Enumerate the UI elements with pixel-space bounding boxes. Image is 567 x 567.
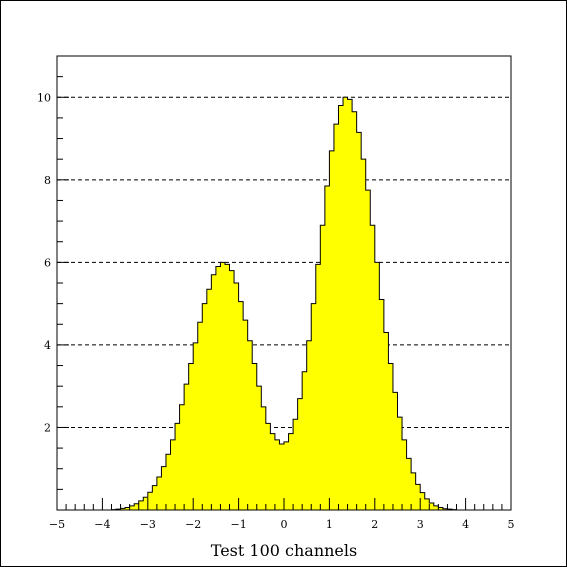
histogram-outline	[57, 96, 511, 511]
x-tick-label-9: 4	[462, 518, 469, 531]
y-tick-label-2: 6	[44, 256, 51, 269]
x-tick-label-7: 2	[371, 518, 378, 531]
y-axis: 2 4 6 8 10	[37, 76, 69, 490]
x-axis: −5 −4 −3 −2 −1 0 1 2 3 4 5	[49, 498, 515, 531]
x-tick-label-1: −4	[94, 518, 110, 531]
y-tick-label-1: 4	[44, 339, 51, 352]
y-tick-label-4: 10	[37, 91, 51, 104]
x-tick-label-0: −5	[49, 518, 65, 531]
histogram-fill	[57, 97, 511, 510]
x-tick-label-10: 5	[508, 518, 515, 531]
y-tick-label-3: 8	[44, 174, 51, 187]
x-tick-label-8: 3	[417, 518, 424, 531]
x-tick-label-6: 1	[326, 518, 333, 531]
y-tick-label-0: 2	[44, 421, 51, 434]
x-tick-label-5: 0	[281, 518, 288, 531]
x-tick-label-2: −3	[140, 518, 156, 531]
x-axis-title: Test 100 channels	[211, 541, 357, 560]
x-tick-label-3: −2	[185, 518, 201, 531]
x-tick-label-4: −1	[230, 518, 246, 531]
y-gridlines	[57, 96, 511, 428]
